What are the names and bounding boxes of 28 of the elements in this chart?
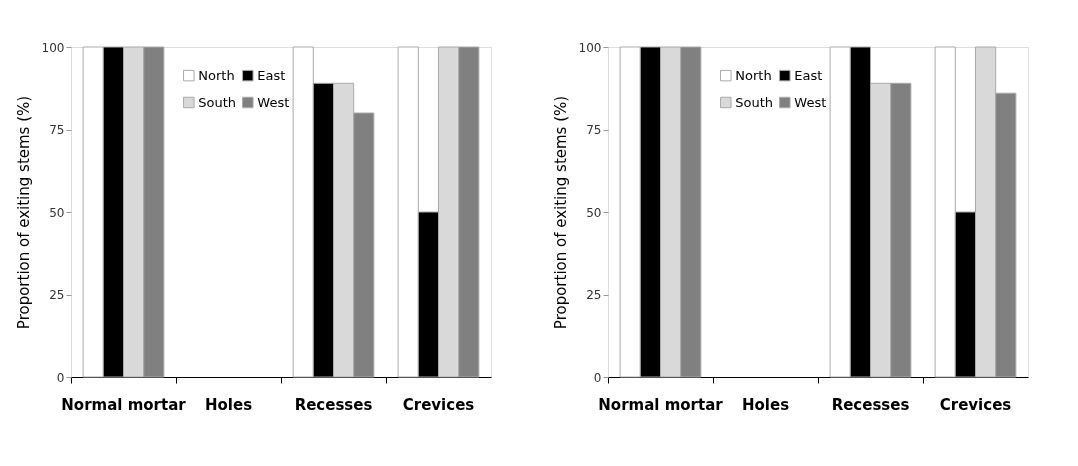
legend-label: South [735,94,774,110]
y-tick-label: 75 [49,123,65,137]
x-tick-label: Normal mortar [598,395,724,414]
y-tick-label: 75 [586,123,602,137]
y-tick-label: 100 [578,40,602,55]
y-tick-label: 0 [56,370,65,385]
y-axis-title: Proportion of exiting stems (%) [551,95,570,330]
x-tick-label: Crevices [402,395,475,414]
y-tick-label: 50 [586,205,602,220]
legend-label: South [198,94,237,110]
legend-label: North [198,67,235,83]
legend-label: West [794,94,827,110]
y-tick-label: 25 [49,288,65,302]
y-tick-label: 100 [41,40,65,55]
legend-label: East [794,67,823,83]
y-tick-label: 25 [586,288,602,302]
legend-label: West [257,94,290,110]
y-tick-label: 50 [49,205,65,220]
x-tick-label: Normal mortar [61,395,187,414]
y-tick-label: 0 [593,370,602,385]
x-tick-label: Holes [204,395,253,414]
x-tick-label: Recesses [831,395,910,414]
legend-label: North [735,67,772,83]
x-tick-label: Recesses [294,395,373,414]
y-axis-title: Proportion of exiting stems (%) [14,95,33,330]
x-tick-label: Crevices [939,395,1012,414]
x-tick-label: Holes [741,395,790,414]
legend-label: East [257,67,286,83]
